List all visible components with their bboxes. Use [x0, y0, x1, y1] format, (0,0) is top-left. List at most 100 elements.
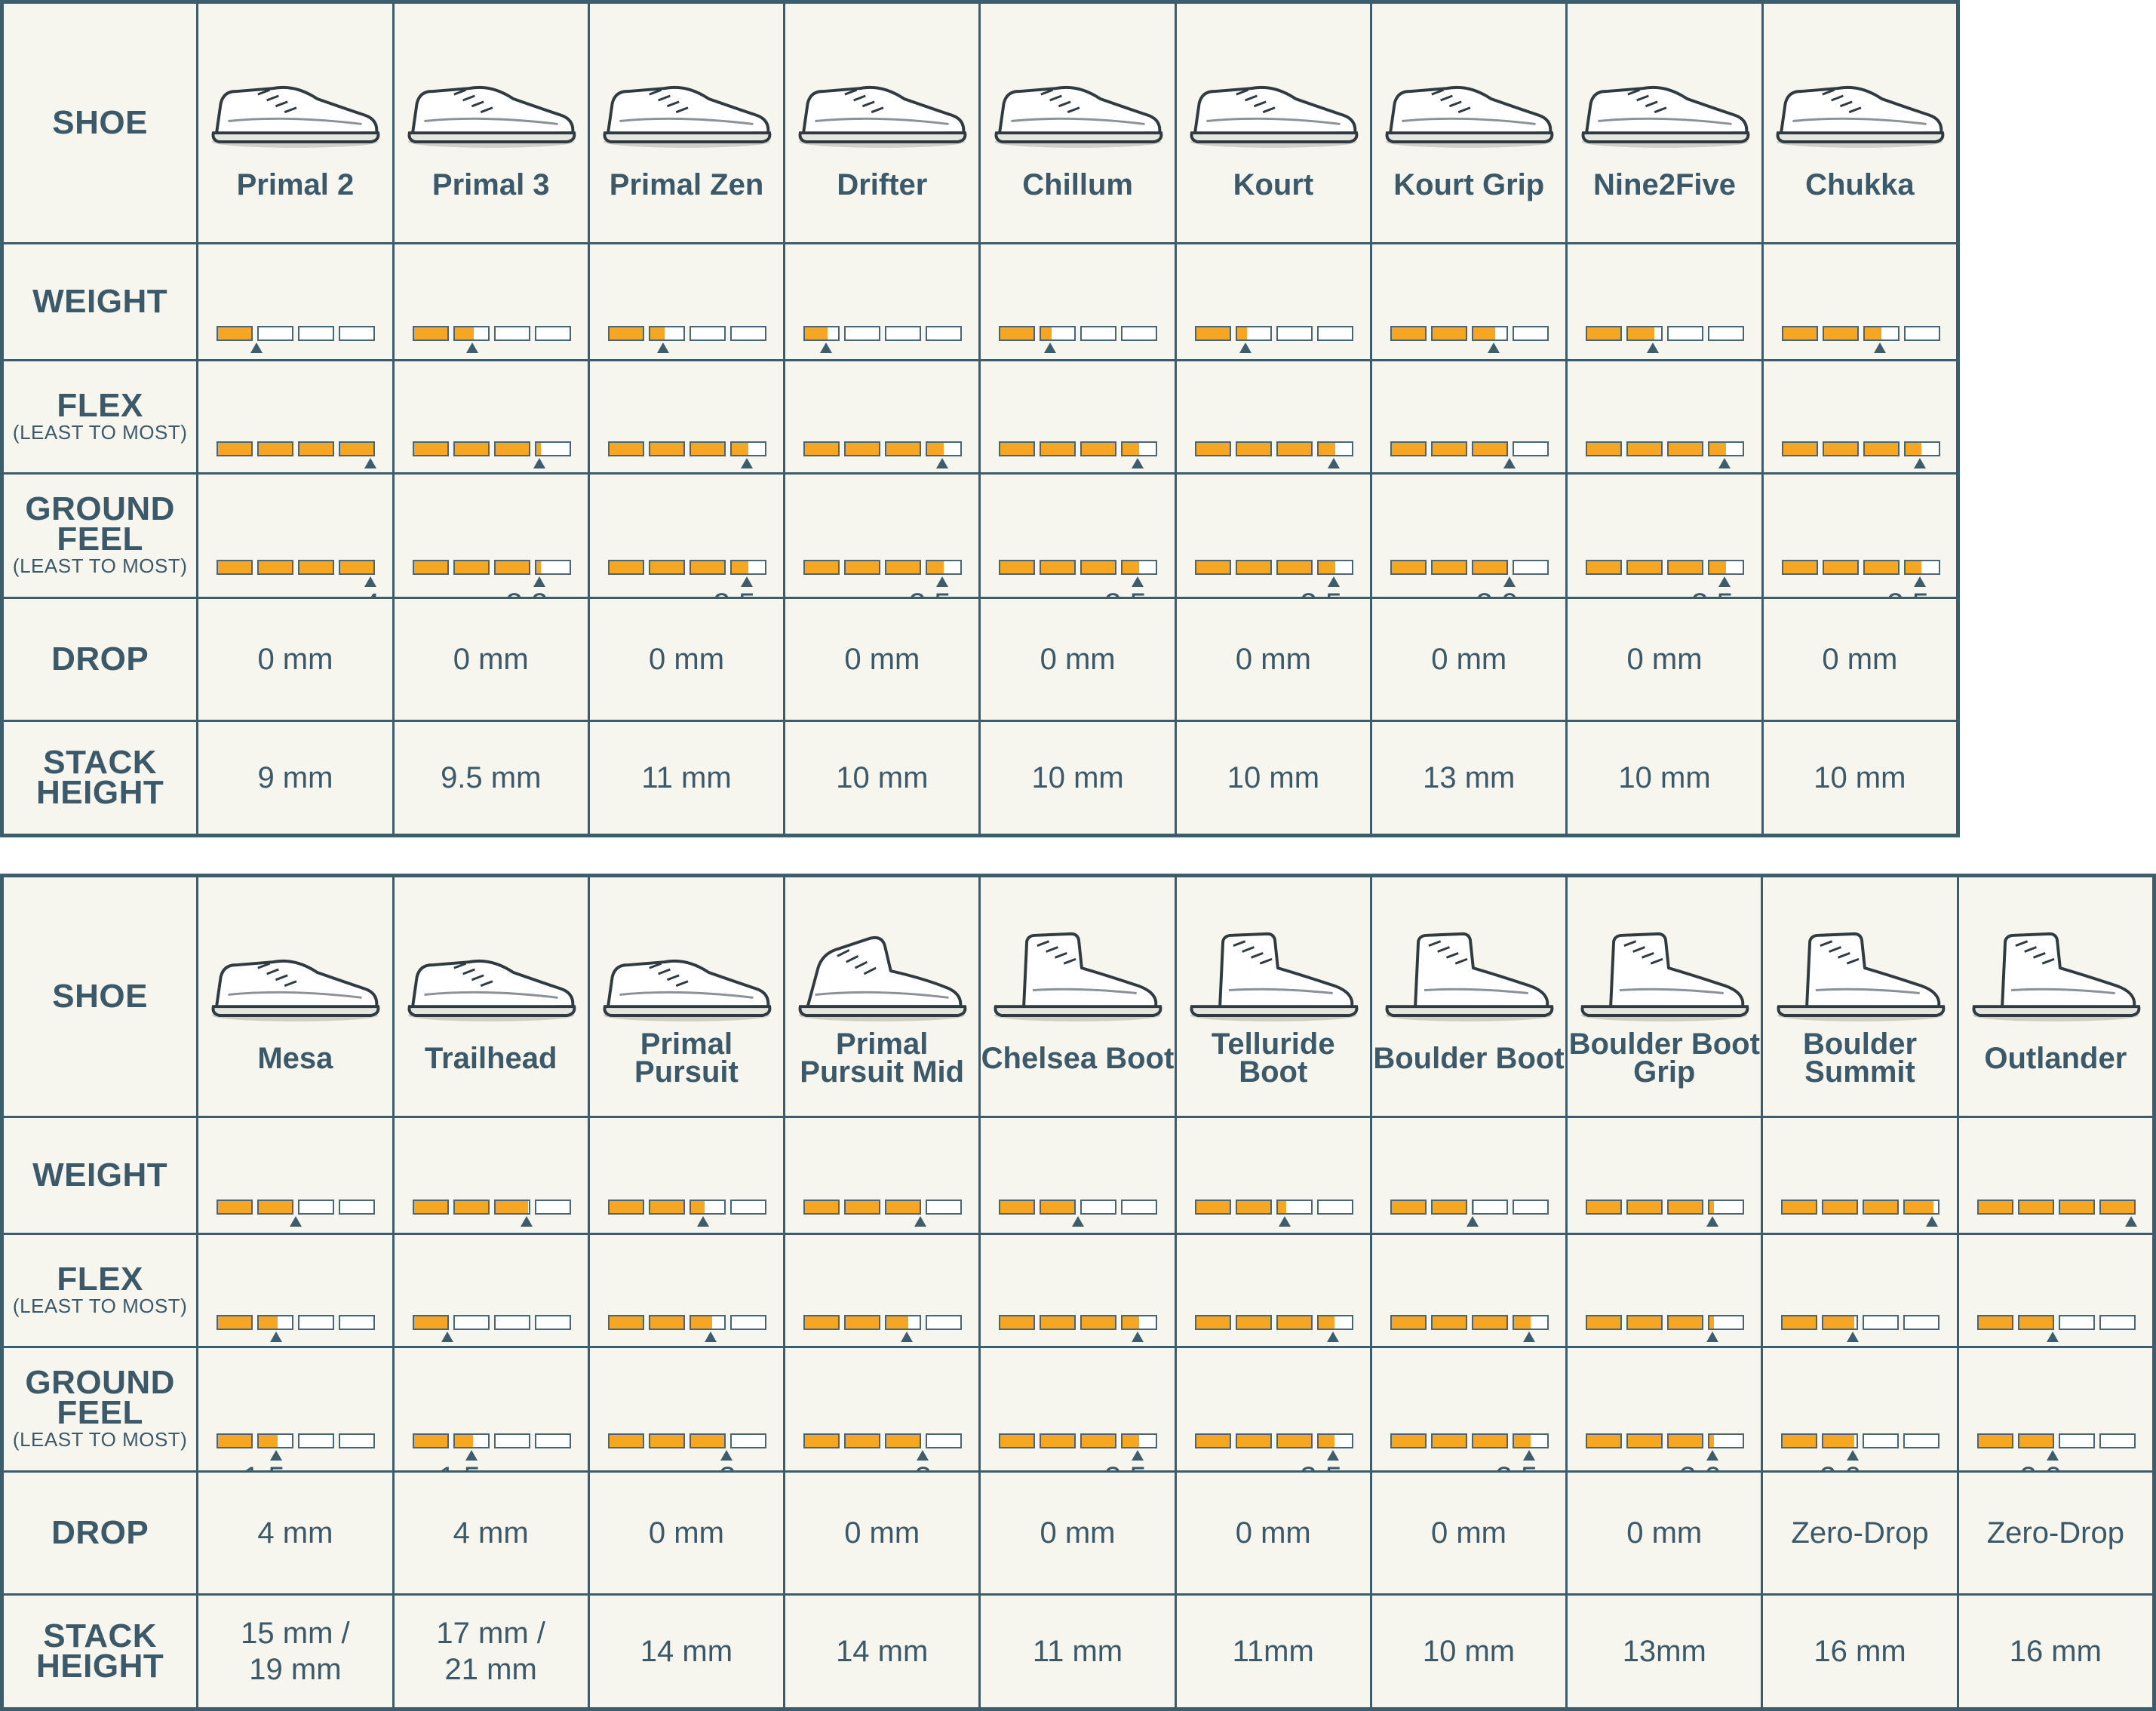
flex-rating-bar [607, 1314, 766, 1330]
flex-rating-bar [1390, 441, 1549, 456]
flex-rating-segment [689, 441, 726, 456]
flex-rating-segment [1708, 1314, 1745, 1330]
weight-rating-segment [1235, 326, 1272, 341]
flex-rating-segment [803, 441, 840, 456]
weight-rating-segment [999, 1200, 1036, 1215]
ground-feel-rating-fill [805, 1435, 839, 1447]
weight-rating-marker [1279, 1216, 1291, 1227]
ground-feel-rating-bar [217, 560, 376, 575]
weight-rating-marker [1043, 343, 1056, 353]
weight-rating-segment [1708, 326, 1745, 341]
ground-feel-rating-segment [926, 560, 963, 575]
flex-rating-segment [339, 1314, 376, 1330]
stack-height-line: 11 mm [1032, 1634, 1123, 1668]
ground-feel-rating-fill [218, 561, 252, 573]
flex-rating-fill [1587, 442, 1621, 455]
flex-rating-segment [2099, 1314, 2136, 1330]
ground-feel-rating-fill [1082, 561, 1116, 573]
flex-rating-marker [1522, 1331, 1535, 1342]
ground-feel-rating-segment [803, 1433, 840, 1448]
flex-rating-segment [885, 441, 922, 456]
drop-cell: 0 mm [978, 597, 1177, 722]
shoe-name: Nine2Five [1593, 167, 1736, 201]
weight-rating-value-text: 9.8 oz [1043, 1227, 1126, 1232]
weight-rating-value: 14.7 oz [2049, 1228, 2148, 1232]
flex-rating-fill [1473, 442, 1507, 455]
weight-rating-marker [1873, 343, 1886, 353]
ground-feel-cell: 3 [783, 1346, 981, 1473]
ground-feel-rating-segment [1667, 560, 1704, 575]
flex-row: FLEX(LEAST TO MOST) 4 3.2 3.5 3.5 3.5 3.5 3.0 3… [0, 359, 1960, 475]
ground-feel-rating-fill [1123, 1435, 1140, 1447]
flex-rating-fill [1473, 1316, 1506, 1329]
weight-rating-segment [1781, 326, 1818, 341]
low-top-minimalist-shoe-icon [407, 85, 576, 148]
flex-rating-value-text: 4 [363, 469, 379, 472]
weight-cell: 8.6 oz [1565, 242, 1764, 361]
weight-rating-fill [609, 1201, 643, 1213]
ground-feel-rating-fill [1123, 561, 1140, 573]
ground-feel-rating-segment [885, 560, 922, 575]
flex-rating-segment [926, 441, 963, 456]
flex-rating-value-text: 2.0 [2019, 1343, 2062, 1345]
ground-feel-rating-marker [1706, 1450, 1719, 1461]
flex-rating-marker [533, 457, 545, 468]
ground-feel-rating-fill [1628, 1435, 1662, 1447]
shoe-name: Boulder Boot [1373, 1041, 1565, 1075]
weight-rating-segment [1586, 1200, 1623, 1215]
weight-rating-bar [412, 326, 571, 341]
stack-height-line: 13mm [1622, 1634, 1706, 1668]
stack-height-cell: 14 mm [783, 1593, 981, 1710]
weight-rating-segment [999, 326, 1036, 341]
weight-rating-fill [1277, 1201, 1287, 1213]
mid-trail-shoe-icon [798, 935, 967, 1021]
flex-subtitle: (LEAST TO MOST) [12, 420, 188, 444]
flex-rating-segment [1586, 441, 1623, 456]
ground-feel-rating-segment [453, 560, 490, 575]
flex-rating-fill [299, 442, 333, 455]
weight-rating-value-text: 10.2 oz [1836, 354, 1935, 358]
stack-height-value: 16 mm [1764, 1635, 1955, 1669]
stack-height-cell: 17 mm /21 mm [392, 1593, 590, 1710]
ground-feel-header: GROUND FEEL (LEAST TO MOST) [0, 1346, 199, 1473]
flex-rating-fill [1669, 1316, 1703, 1329]
flex-rating-fill [650, 1316, 683, 1329]
ground-feel-rating-fill [886, 1435, 920, 1447]
stack-height-value: 10 mm [1764, 761, 1955, 795]
ground-feel-rating-marker [740, 576, 753, 587]
flex-rating-fill [413, 1316, 447, 1329]
weight-rating-value: 11.8 oz [877, 1228, 974, 1232]
shoe-name: Primal Pursuit [634, 1028, 739, 1089]
weight-rating-value: 10.5 oz [659, 1228, 758, 1232]
flex-rating-bar [217, 1314, 376, 1330]
flex-rating-bar [412, 441, 571, 456]
weight-rating-value: 11.7 oz (M) [449, 1228, 583, 1232]
weight-cell: 14.7 oz [1956, 1116, 2156, 1235]
ground-feel-rating-fill [1000, 561, 1034, 573]
ground-feel-rating-fill [1433, 561, 1467, 573]
drop-value: 0 mm [648, 1516, 724, 1550]
flex-rating-bar [1194, 441, 1353, 456]
weight-rating-segment [1431, 326, 1468, 341]
stack-height-value: 10 mm [1373, 1635, 1564, 1669]
ground-feel-rating-segment [1626, 560, 1663, 575]
weight-rating-segment [1863, 326, 1900, 341]
ground-feel-rating-segment [1781, 1433, 1818, 1448]
weight-cell: 9.9 oz [1369, 1116, 1568, 1235]
shoe-name: Telluride Boot [1211, 1028, 1335, 1089]
flex-rating-bar [1586, 1314, 1745, 1330]
weight-rating-segment [1586, 326, 1623, 341]
ground-feel-rating-segment [1586, 560, 1623, 575]
flex-rating-segment [729, 1314, 766, 1330]
ground-feel-rating-segment [412, 560, 449, 575]
stack-height-value: 11 mm [982, 1634, 1173, 1669]
weight-rating-value: 9.9 oz [1438, 1228, 1520, 1232]
drop-row: DROP 0 mm 0 mm 0 mm 0 mm 0 mm 0 mm 0 mm 0 mm 0 m… [0, 597, 1960, 722]
shoe-card: Primal 2 [200, 31, 391, 215]
flex-cell: 3.5 [587, 359, 786, 475]
ground-feel-rating-fill [454, 561, 488, 573]
flex-rating-segment [1121, 1314, 1158, 1330]
flex-rating-bar [1976, 1314, 2136, 1330]
stack-height-cell: 10 mm [1369, 1593, 1568, 1710]
flex-rating-segment [493, 1314, 530, 1330]
